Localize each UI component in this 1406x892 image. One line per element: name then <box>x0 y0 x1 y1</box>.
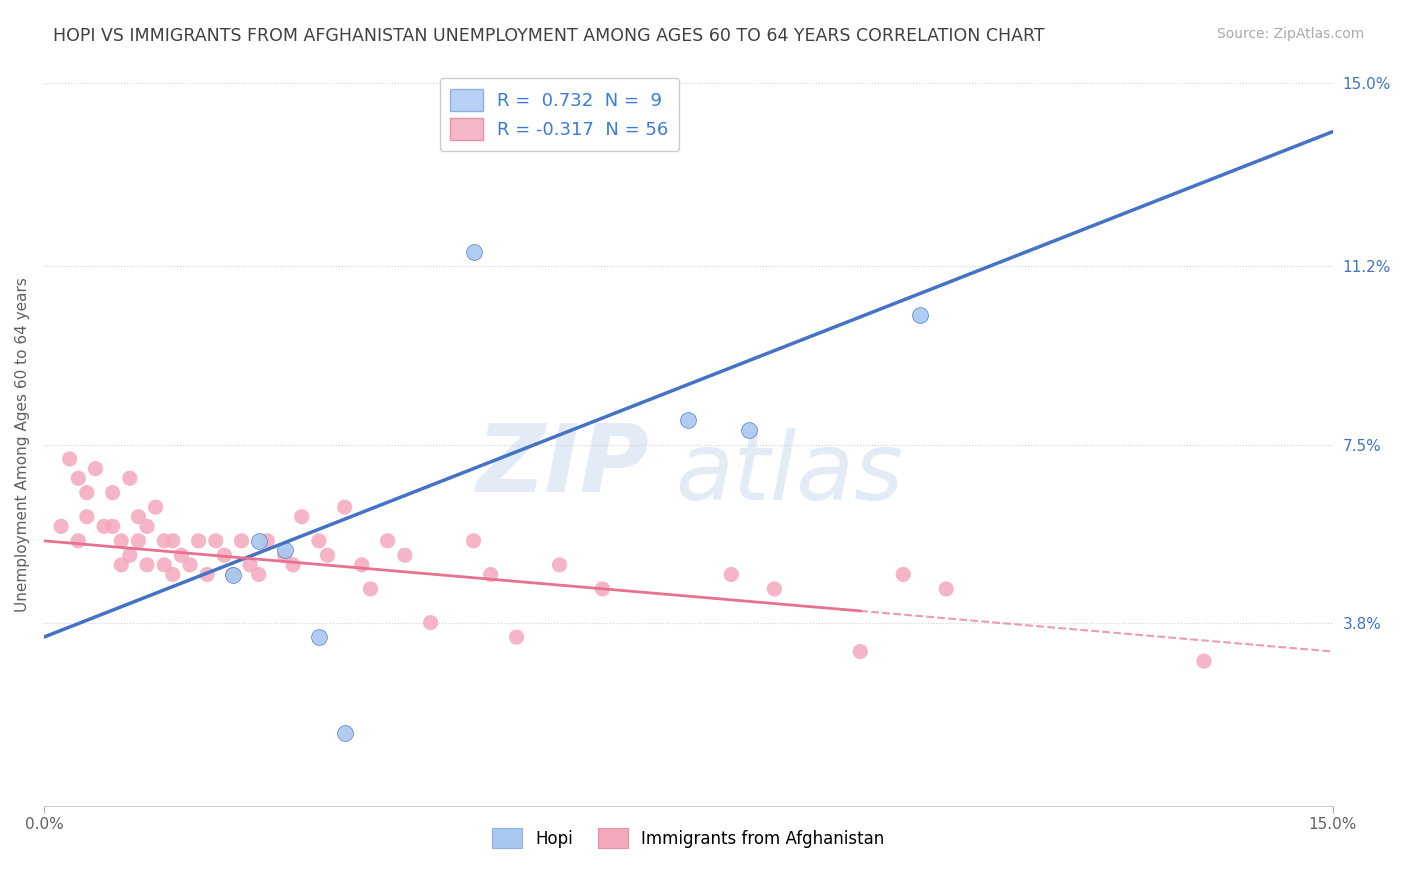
Point <box>291 509 314 524</box>
Point <box>67 533 90 548</box>
Point <box>308 533 330 548</box>
Point <box>49 519 72 533</box>
Point <box>281 558 304 572</box>
Point <box>110 533 132 548</box>
Point <box>187 533 209 548</box>
Point <box>350 558 373 572</box>
Point <box>162 567 184 582</box>
Point <box>463 533 485 548</box>
Point <box>127 509 149 524</box>
Text: atlas: atlas <box>675 428 904 519</box>
Point <box>67 471 90 485</box>
Point <box>316 548 339 562</box>
Point <box>76 509 98 524</box>
Point <box>247 533 270 548</box>
Point <box>463 244 485 259</box>
Point <box>93 519 115 533</box>
Point <box>101 519 124 533</box>
Y-axis label: Unemployment Among Ages 60 to 64 years: Unemployment Among Ages 60 to 64 years <box>15 277 30 612</box>
Point <box>145 500 167 515</box>
Point <box>849 644 872 658</box>
Point <box>678 413 700 427</box>
Point <box>479 567 502 582</box>
Point <box>419 615 441 630</box>
Point <box>247 567 270 582</box>
Point <box>76 485 98 500</box>
Text: ZIP: ZIP <box>477 420 650 512</box>
Point <box>377 533 399 548</box>
Point <box>153 533 176 548</box>
Point <box>179 558 201 572</box>
Point <box>935 582 957 596</box>
Point <box>118 548 141 562</box>
Point <box>118 471 141 485</box>
Legend: R =  0.732  N =  9, R = -0.317  N = 56: R = 0.732 N = 9, R = -0.317 N = 56 <box>440 78 679 151</box>
Point <box>136 558 159 572</box>
Point <box>204 533 226 548</box>
Point <box>256 533 278 548</box>
Point <box>59 452 82 467</box>
Point <box>84 461 107 475</box>
Point <box>162 533 184 548</box>
Text: Source: ZipAtlas.com: Source: ZipAtlas.com <box>1216 27 1364 41</box>
Point <box>195 567 218 582</box>
Point <box>127 533 149 548</box>
Point <box>273 548 295 562</box>
Point <box>720 567 742 582</box>
Point <box>273 543 295 558</box>
Point <box>170 548 193 562</box>
Point <box>239 558 262 572</box>
Point <box>333 500 356 515</box>
Text: HOPI VS IMMIGRANTS FROM AFGHANISTAN UNEMPLOYMENT AMONG AGES 60 TO 64 YEARS CORRE: HOPI VS IMMIGRANTS FROM AFGHANISTAN UNEM… <box>53 27 1045 45</box>
Point <box>222 567 245 582</box>
Point <box>101 485 124 500</box>
Point <box>394 548 416 562</box>
Point <box>1192 654 1215 668</box>
Point <box>591 582 613 596</box>
Point <box>308 630 330 644</box>
Point <box>910 308 932 322</box>
Point <box>222 567 245 582</box>
Point <box>231 533 253 548</box>
Point <box>359 582 381 596</box>
Point <box>110 558 132 572</box>
Point <box>763 582 786 596</box>
Point <box>505 630 527 644</box>
Point <box>214 548 236 562</box>
Point <box>153 558 176 572</box>
Point <box>333 726 356 740</box>
Point <box>891 567 914 582</box>
Point <box>136 519 159 533</box>
Point <box>548 558 571 572</box>
Point <box>737 423 759 437</box>
